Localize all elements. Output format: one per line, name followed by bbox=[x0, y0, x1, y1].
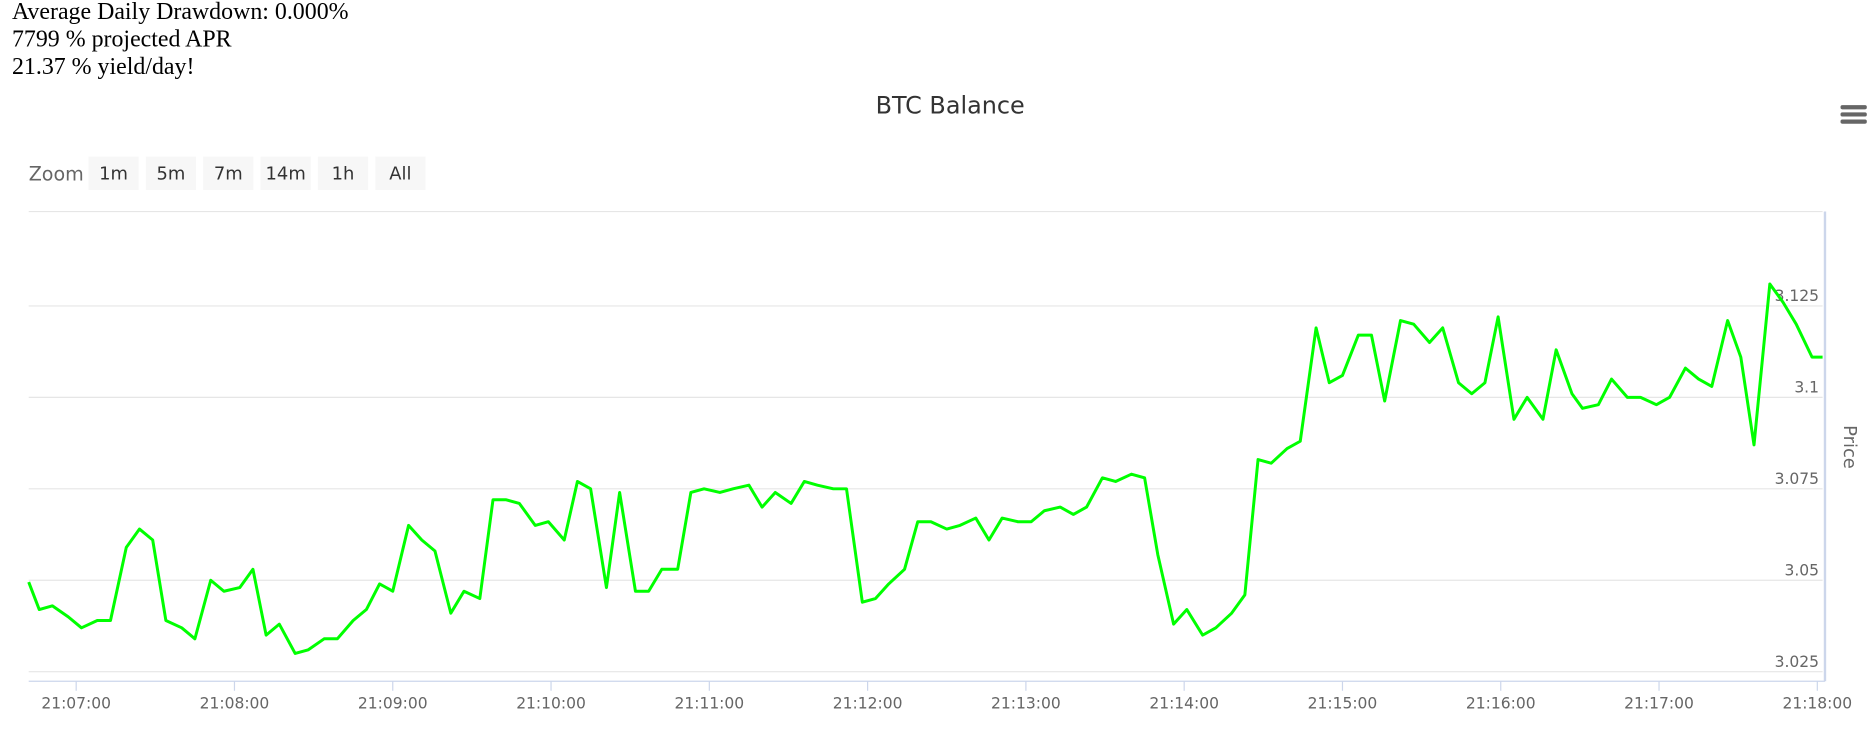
stat-line: 7799 % projected APR bbox=[12, 27, 232, 53]
x-tick-label: 21:16:00 bbox=[1466, 695, 1536, 713]
x-tick-label: 21:07:00 bbox=[41, 695, 111, 713]
y-tick-label: 3.125 bbox=[1775, 287, 1819, 305]
y-tick-label: 3.075 bbox=[1775, 470, 1819, 488]
balance-line bbox=[27, 282, 1823, 655]
plot: 3.025 3.05 3.075 3.1 3.125 21:07:00 21:08:00 21… bbox=[27, 210, 1852, 713]
zoom-button[interactable]: All bbox=[375, 156, 426, 191]
y-tick-label: 3.05 bbox=[1784, 561, 1819, 579]
button-bg bbox=[203, 156, 254, 191]
menu-button[interactable] bbox=[1835, 100, 1870, 130]
x-tick-label: 21:12:00 bbox=[833, 695, 903, 713]
button-bg bbox=[88, 156, 139, 191]
button-label: 1m bbox=[99, 163, 128, 184]
x-tick-label: 21:09:00 bbox=[358, 695, 428, 713]
stat-line: 21.37 % yield/day! bbox=[12, 54, 194, 80]
zoom-label: Zoom bbox=[29, 162, 84, 185]
x-tick-label: 21:17:00 bbox=[1624, 695, 1694, 713]
button-label: All bbox=[389, 163, 411, 184]
x-tick-label: 21:15:00 bbox=[1308, 695, 1378, 713]
x-tick-label: 21:14:00 bbox=[1149, 695, 1219, 713]
zoom-button[interactable]: 5m bbox=[145, 156, 197, 191]
x-tick-label: 21:08:00 bbox=[200, 695, 270, 713]
x-tick-label: 21:18:00 bbox=[1782, 695, 1852, 713]
zoom-button[interactable]: 1m bbox=[88, 156, 139, 191]
zoom-button[interactable]: 1h bbox=[317, 156, 369, 191]
button-bg bbox=[145, 156, 197, 191]
y-tick-label: 3.1 bbox=[1794, 379, 1819, 397]
y-axis-title: Price bbox=[1839, 425, 1860, 469]
chart-title: BTC Balance bbox=[876, 92, 1025, 120]
button-bg bbox=[260, 156, 311, 191]
button-label: 7m bbox=[214, 163, 243, 184]
x-tick-label: 21:13:00 bbox=[991, 695, 1061, 713]
x-tick-label: 21:11:00 bbox=[674, 695, 744, 713]
stat-line: Average Daily Drawdown: 0.000% bbox=[12, 0, 349, 25]
x-tick-label: 21:10:00 bbox=[516, 695, 586, 713]
button-label: 5m bbox=[156, 163, 185, 184]
button-bg bbox=[375, 156, 426, 191]
zoom-buttons: 1m 5m 7m 14m 1h All bbox=[88, 156, 426, 191]
button-label: 1h bbox=[332, 163, 355, 184]
button-label: 14m bbox=[266, 163, 306, 184]
y-tick-label: 3.025 bbox=[1775, 653, 1819, 671]
zoom-button[interactable]: 14m bbox=[260, 156, 311, 191]
zoom-button[interactable]: 7m bbox=[203, 156, 254, 191]
button-bg bbox=[317, 156, 369, 191]
